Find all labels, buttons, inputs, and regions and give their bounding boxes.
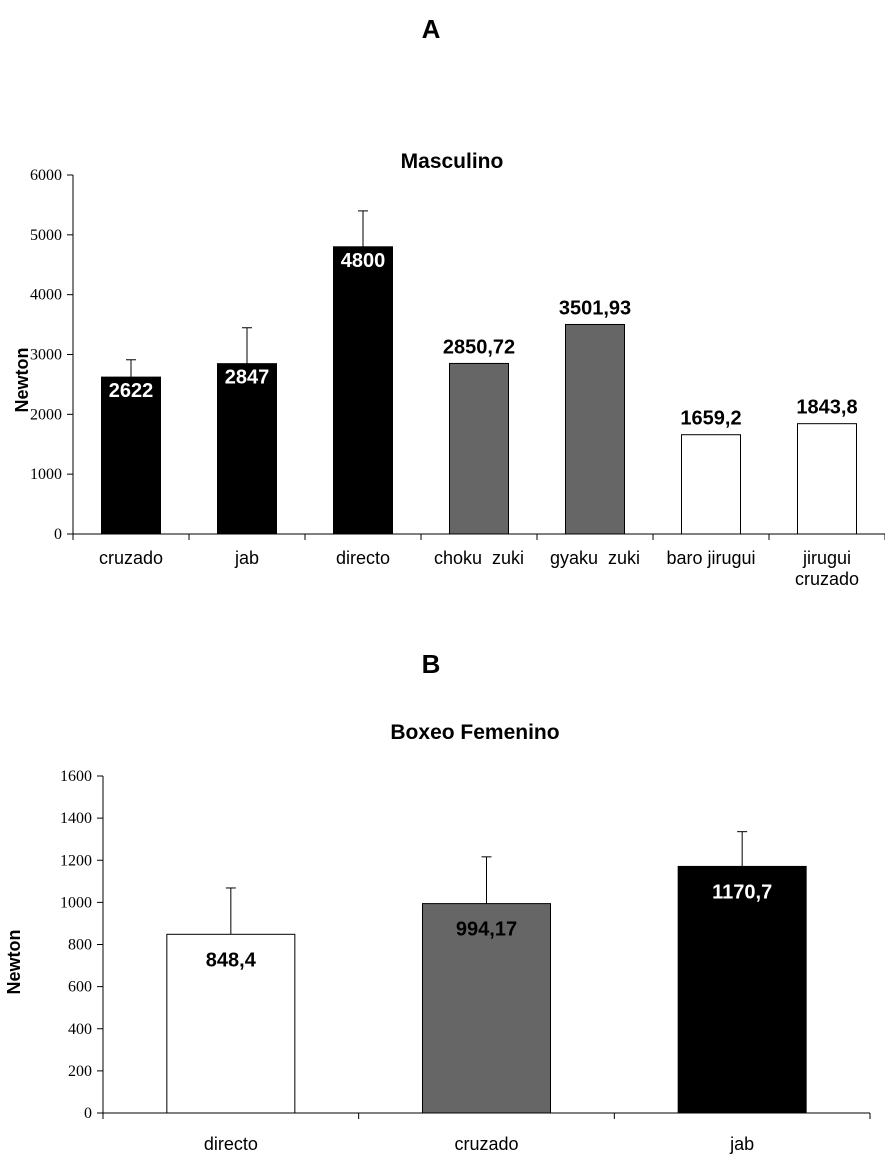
chart-a-y-tick-label: 1000	[30, 466, 62, 483]
chart-a-y-tick-label: 5000	[30, 227, 62, 244]
chart-a-data-label: 2622	[109, 380, 154, 402]
chart-b-category-label: directo	[204, 1134, 258, 1154]
chart-b-title: Boxeo Femenino	[390, 721, 559, 744]
chart-b-y-axis-label: Newton	[4, 930, 24, 995]
chart-a-bar	[797, 423, 857, 535]
chart-a-bar	[217, 363, 277, 535]
chart-a-data-label: 3501,93	[559, 297, 631, 319]
chart-a-data-label: 1843,8	[796, 397, 857, 419]
chart-a-bar	[101, 376, 161, 535]
chart-a-category-label: cruzado	[795, 569, 859, 589]
chart-b-y-tick-label: 1000	[60, 894, 92, 911]
chart-a-y-tick-label: 6000	[30, 167, 62, 184]
chart-a-y-tick-label: 0	[54, 526, 62, 543]
chart-a-category-label: jab	[234, 548, 259, 568]
chart-a-title: Masculino	[401, 150, 504, 173]
chart-b-y-tick-label: 1600	[60, 768, 92, 785]
chart-a-category-label: cruzado	[99, 548, 163, 568]
chart-a-bar	[333, 246, 393, 535]
panel-letter-a: A	[422, 14, 441, 44]
chart-b-bar	[422, 903, 551, 1114]
chart-b-y-tick-label: 0	[84, 1105, 92, 1122]
chart-b-y-tick-label: 1400	[60, 810, 92, 827]
chart-a-category-label: choku zuki	[434, 548, 524, 568]
chart-a-category-label: jirugui	[802, 548, 851, 568]
chart-b-y-tick-label: 1200	[60, 852, 92, 869]
chart-b-data-label: 994,17	[456, 919, 517, 941]
chart-b-plot-area: 0 200 400 600 800 1000 1200 1400 1600 848,4 direct…	[60, 768, 871, 1154]
chart-a-category-label: directo	[336, 548, 390, 568]
chart-a-y-tick-label: 3000	[30, 347, 62, 364]
chart-b-bar	[677, 865, 807, 1114]
chart-b-y-tick-label: 600	[68, 979, 92, 996]
chart-a-bar	[681, 434, 741, 535]
chart-a-bar	[565, 323, 625, 535]
chart-a-data-label: 4800	[341, 250, 386, 272]
chart-a-y-tick-label: 2000	[30, 406, 62, 423]
chart-a-plot-area: 0 1000 2000 3000 4000 5000 6000 2622 cruzado 2847…	[30, 167, 885, 589]
chart-b-y-tick-label: 800	[68, 937, 92, 954]
chart-a-y-axis-label: Newton	[12, 348, 32, 413]
chart-a-bar	[449, 362, 509, 535]
chart-b-data-label: 848,4	[206, 949, 257, 971]
chart-b-bar	[166, 933, 296, 1114]
chart-b-y-tick-label: 400	[68, 1021, 92, 1038]
chart-a-data-label: 2850,72	[443, 336, 515, 358]
chart-b-data-label: 1170,7	[712, 881, 772, 903]
chart-a-category-label: baro jirugui	[666, 548, 755, 568]
chart-a-data-label: 1659,2	[680, 408, 741, 430]
chart-b-category-label: jab	[729, 1134, 754, 1154]
panel-letter-b: B	[422, 649, 441, 679]
chart-b-category-label: cruzado	[454, 1134, 518, 1154]
chart-a-y-tick-label: 4000	[30, 287, 62, 304]
chart-a-category-label: gyaku zuki	[550, 548, 640, 568]
chart-b-y-tick-label: 200	[68, 1063, 92, 1080]
chart-a-data-label: 2847	[225, 367, 270, 389]
chart-panel-b: B Boxeo Femenino Newton 0 200 400 600 800 100…	[4, 649, 871, 1154]
chart-panel-a: A Masculino Newton 0 1000 2000 3000 4000 5000…	[12, 14, 885, 589]
